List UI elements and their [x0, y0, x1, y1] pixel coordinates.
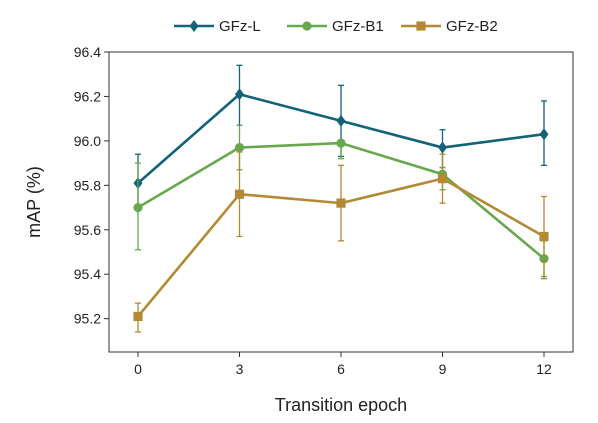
y-axis: 95.2 95.4 95.6 95.8 96.0 96.2 96.4	[74, 44, 109, 327]
legend-item: GFz-B1	[287, 18, 384, 35]
legend-marker	[189, 20, 199, 32]
y-axis-title: mAP (%)	[24, 166, 44, 238]
y-tick-label: 95.8	[74, 177, 101, 193]
data-point	[133, 311, 143, 322]
x-axis-title: Transition epoch	[275, 395, 407, 415]
x-tick-label: 9	[439, 361, 447, 377]
data-point	[336, 198, 346, 208]
data-point	[539, 128, 549, 141]
data-point	[336, 114, 346, 127]
legend-label: GFz-B1	[332, 18, 384, 35]
legend-marker	[416, 21, 426, 31]
y-tick-label: 95.4	[74, 266, 101, 282]
series-layer	[133, 64, 549, 333]
data-point	[133, 202, 143, 213]
legend-label: GFz-B2	[446, 18, 498, 35]
y-tick-label: 96.2	[74, 88, 101, 104]
legend-label: GFz-L	[219, 18, 261, 35]
data-point	[235, 88, 244, 101]
x-tick-label: 3	[236, 361, 244, 377]
x-tick-label: 0	[134, 361, 142, 377]
x-tick-label: 12	[536, 361, 552, 377]
series-gfz-b2	[133, 151, 549, 333]
data-point	[234, 189, 245, 199]
data-point	[438, 141, 447, 154]
data-point	[234, 142, 245, 153]
data-point	[437, 174, 448, 184]
y-tick-label: 95.2	[74, 311, 101, 327]
legend-item: GFz-B2	[401, 18, 498, 35]
y-tick-label: 95.6	[74, 222, 101, 238]
y-tick-label: 96.0	[74, 133, 101, 149]
data-point	[336, 138, 346, 148]
legend-marker	[302, 21, 312, 31]
y-tick-label: 96.4	[74, 44, 101, 60]
legend-item: GFz-L	[174, 18, 261, 35]
x-tick-label: 6	[337, 361, 345, 377]
legend: GFz-L GFz-B1 GFz-B2	[174, 18, 498, 35]
x-axis: 0 3 6 9 12	[134, 352, 552, 377]
data-point	[539, 231, 549, 242]
